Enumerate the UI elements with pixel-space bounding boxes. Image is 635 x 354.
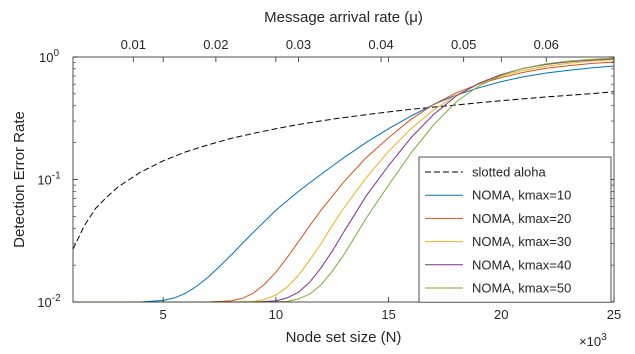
x-exponent-base: ×10 [579,334,601,349]
top-x-tick-label: 0.05 [451,37,476,52]
series-line-5 [73,57,615,303]
x-exponent-label: ×103 [579,332,607,349]
legend: slotted aloha NOMA, kmax=10 NOMA, kmax=20 N… [418,156,612,303]
y-tick-label: 100 [39,48,59,65]
series-layer [72,57,615,303]
x-tick-label: 10 [269,307,283,322]
legend-label-2: NOMA, kmax=20 [472,211,571,226]
series-line-2 [73,61,615,303]
top-x-tick-label: 0.04 [368,37,393,52]
y-tick-label: 10-1 [37,171,61,188]
legend-box [418,156,612,303]
top-x-tick-label: 0.02 [203,37,228,52]
top-x-tick-label: 0.06 [534,37,559,52]
x-axis-label: Node set size (N) [286,329,402,346]
y-ticks: 10-2 10-1 100 [37,48,614,310]
bottom-x-ticks: 5 10 15 20 25 [160,57,621,322]
legend-label-5: NOMA, kmax=50 [472,281,571,296]
x-tick-label: 5 [160,307,167,322]
top-x-ticks: 0.01 0.02 0.03 0.04 0.05 0.06 [121,37,559,62]
series-line-0 [72,91,615,250]
top-x-tick-label: 0.01 [121,37,146,52]
legend-items: slotted aloha NOMA, kmax=10 NOMA, kmax=20 N… [425,165,571,296]
y-axis-label: Detection Error Rate [11,111,28,248]
x-exponent-power: 3 [601,332,607,343]
series-line-3 [73,59,615,303]
top-x-tick-label: 0.03 [286,37,311,52]
legend-label-0: slotted aloha [472,165,546,180]
x-tick-label: 25 [607,307,621,322]
series-line-1 [73,65,615,303]
legend-label-3: NOMA, kmax=30 [472,234,571,249]
top-x-axis-label: Message arrival rate (μ) [264,9,423,26]
x-tick-label: 20 [494,307,508,322]
x-tick-label: 15 [381,307,395,322]
y-tick-label: 10-2 [37,293,61,310]
legend-label-1: NOMA, kmax=10 [472,188,571,203]
legend-label-4: NOMA, kmax=40 [472,257,571,272]
